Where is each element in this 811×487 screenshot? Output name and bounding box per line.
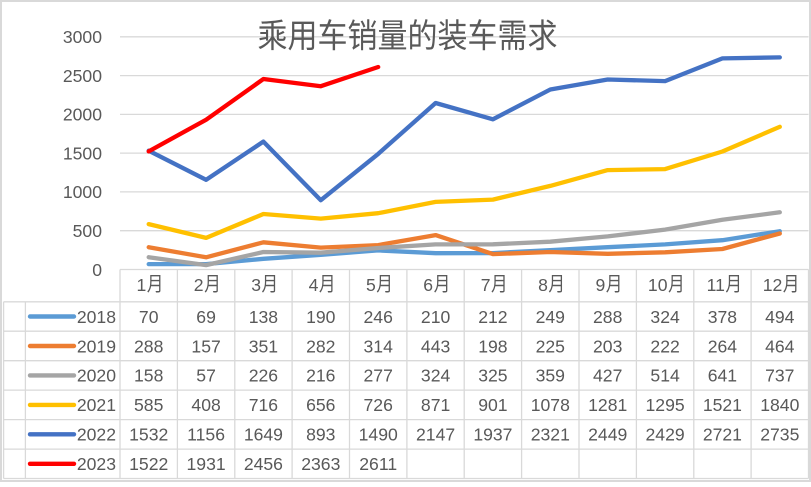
svg-text:359: 359 <box>536 366 565 386</box>
svg-text:1931: 1931 <box>187 454 226 474</box>
svg-text:190: 190 <box>306 307 336 327</box>
svg-text:6: 6 <box>423 275 433 295</box>
svg-text:9: 9 <box>596 275 606 295</box>
svg-text:2321: 2321 <box>531 425 570 445</box>
svg-text:288: 288 <box>134 336 164 356</box>
svg-text:726: 726 <box>364 395 394 415</box>
svg-text:158: 158 <box>134 366 164 386</box>
svg-text:408: 408 <box>191 395 221 415</box>
svg-text:324: 324 <box>421 366 451 386</box>
svg-text:2000: 2000 <box>63 105 102 125</box>
svg-text:324: 324 <box>650 307 680 327</box>
svg-text:2456: 2456 <box>244 454 283 474</box>
svg-text:12: 12 <box>763 275 783 295</box>
svg-text:0: 0 <box>92 260 102 280</box>
svg-text:277: 277 <box>364 366 393 386</box>
svg-text:203: 203 <box>593 336 623 356</box>
svg-text:871: 871 <box>421 395 450 415</box>
svg-text:2611: 2611 <box>359 454 397 474</box>
svg-text:216: 216 <box>306 366 336 386</box>
svg-text:10: 10 <box>648 275 668 295</box>
svg-text:443: 443 <box>421 336 451 356</box>
svg-text:4: 4 <box>309 275 319 295</box>
svg-text:1: 1 <box>137 275 147 295</box>
svg-text:378: 378 <box>708 307 738 327</box>
svg-text:2019: 2019 <box>77 336 116 356</box>
svg-text:641: 641 <box>708 366 737 386</box>
svg-text:2429: 2429 <box>646 425 685 445</box>
svg-text:656: 656 <box>306 395 336 415</box>
svg-text:1840: 1840 <box>760 395 799 415</box>
svg-text:1156: 1156 <box>187 425 225 445</box>
svg-text:901: 901 <box>478 395 507 415</box>
svg-text:314: 314 <box>364 336 394 356</box>
svg-text:288: 288 <box>593 307 623 327</box>
svg-text:893: 893 <box>306 425 336 445</box>
svg-text:2: 2 <box>194 275 204 295</box>
svg-text:716: 716 <box>249 395 279 415</box>
svg-text:514: 514 <box>650 366 680 386</box>
svg-text:8: 8 <box>538 275 548 295</box>
svg-text:222: 222 <box>650 336 679 356</box>
svg-text:427: 427 <box>593 366 622 386</box>
svg-text:198: 198 <box>478 336 508 356</box>
svg-text:494: 494 <box>765 307 795 327</box>
svg-text:2021: 2021 <box>77 395 116 415</box>
svg-text:226: 226 <box>249 366 279 386</box>
svg-text:2147: 2147 <box>416 425 455 445</box>
svg-text:1078: 1078 <box>531 395 570 415</box>
svg-text:1649: 1649 <box>244 425 283 445</box>
svg-text:70: 70 <box>139 307 159 327</box>
svg-text:1490: 1490 <box>359 425 398 445</box>
svg-text:1295: 1295 <box>646 395 685 415</box>
svg-text:2018: 2018 <box>77 307 116 327</box>
svg-text:210: 210 <box>421 307 451 327</box>
svg-text:2449: 2449 <box>588 425 627 445</box>
svg-text:5: 5 <box>366 275 376 295</box>
svg-text:225: 225 <box>536 336 566 356</box>
svg-text:2363: 2363 <box>301 454 340 474</box>
svg-text:1521: 1521 <box>703 395 742 415</box>
svg-text:1937: 1937 <box>473 425 512 445</box>
svg-text:246: 246 <box>364 307 394 327</box>
svg-text:138: 138 <box>249 307 279 327</box>
svg-text:585: 585 <box>134 395 164 415</box>
svg-text:11: 11 <box>707 275 725 295</box>
svg-text:212: 212 <box>478 307 507 327</box>
svg-text:57: 57 <box>196 366 216 386</box>
svg-text:2022: 2022 <box>77 425 116 445</box>
svg-text:282: 282 <box>306 336 335 356</box>
svg-text:69: 69 <box>196 307 216 327</box>
svg-text:1500: 1500 <box>63 143 102 163</box>
svg-text:3000: 3000 <box>63 27 102 47</box>
svg-text:351: 351 <box>249 336 278 356</box>
svg-text:157: 157 <box>191 336 220 356</box>
svg-text:2023: 2023 <box>77 454 116 474</box>
svg-text:1532: 1532 <box>129 425 168 445</box>
svg-text:1000: 1000 <box>63 182 102 202</box>
svg-text:249: 249 <box>536 307 565 327</box>
svg-text:325: 325 <box>478 366 508 386</box>
svg-text:1281: 1281 <box>588 395 627 415</box>
svg-text:2721: 2721 <box>703 425 742 445</box>
svg-text:264: 264 <box>708 336 738 356</box>
svg-text:500: 500 <box>73 221 103 241</box>
svg-text:2500: 2500 <box>63 66 102 86</box>
svg-text:7: 7 <box>481 275 491 295</box>
svg-text:2735: 2735 <box>760 425 799 445</box>
svg-text:464: 464 <box>765 336 795 356</box>
svg-text:1522: 1522 <box>129 454 168 474</box>
svg-text:3: 3 <box>251 275 261 295</box>
svg-text:737: 737 <box>765 366 794 386</box>
svg-text:2020: 2020 <box>77 366 116 386</box>
